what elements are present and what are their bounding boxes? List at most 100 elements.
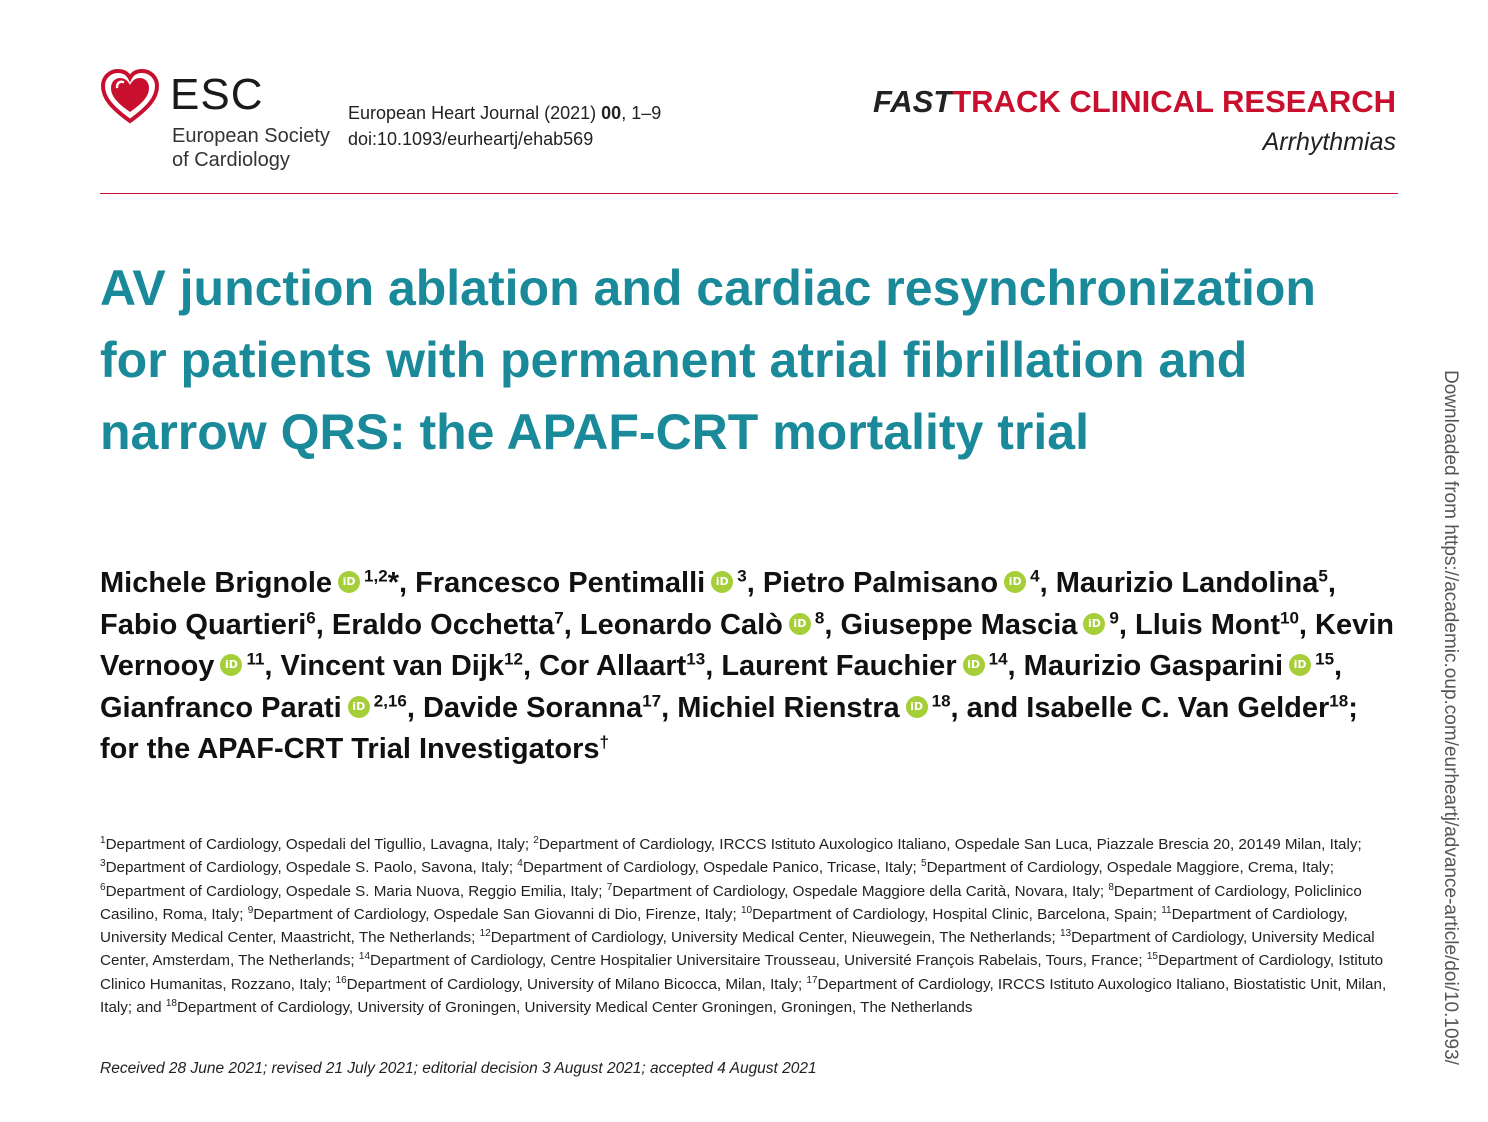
affiliation-number: 5	[921, 858, 927, 870]
affiliation-text: Department of Cardiology, Centre Hospita…	[370, 952, 1147, 970]
journal-line: European Heart Journal (2021) 00, 1–9	[348, 100, 661, 126]
fasttrack-header: FASTTRACK CLINICAL RESEARCH	[873, 84, 1396, 120]
affiliation-number: 6	[100, 881, 106, 893]
author-affiliation-ref: 5	[1318, 566, 1328, 586]
author: Leonardo Calò iD 8	[580, 609, 824, 641]
author-separator: ,	[824, 608, 841, 641]
affiliation-number: 12	[479, 928, 491, 940]
author-name: Isabelle C. Van Gelder	[1026, 691, 1330, 724]
journal-doi[interactable]: doi:10.1093/eurheartj/ehab569	[348, 129, 594, 149]
author: Vincent van Dijk12	[281, 650, 523, 682]
author: Davide Soranna17	[423, 692, 661, 724]
author-affiliation-ref: 9	[1109, 607, 1119, 627]
author-affiliation-ref: 7	[554, 607, 564, 627]
author-name: Eraldo Occhetta	[331, 608, 555, 641]
affiliation-number: 2	[533, 834, 539, 846]
author-separator: *,	[387, 567, 416, 599]
author: Maurizio Gasparini iD 15	[1024, 650, 1334, 682]
affiliation-text: Department of Cardiology, IRCCS Istituto…	[100, 975, 1387, 1017]
author: Cor Allaart13	[539, 650, 705, 682]
affiliation-text: Department of Cardiology, University Med…	[100, 929, 1375, 970]
author: Isabelle C. Van Gelder18	[1026, 692, 1348, 724]
author-affiliation-ref: 4	[1030, 566, 1040, 586]
author: Michiel Rienstra iD 18	[677, 692, 950, 724]
author: Fabio Quartieri6	[100, 609, 316, 641]
author-name: Cor Allaart	[539, 650, 687, 682]
affiliation-number: 1	[100, 834, 106, 846]
affiliation-number: 7	[606, 881, 613, 893]
affiliation-number: 3	[100, 858, 106, 870]
author-affiliation-ref: 8	[814, 607, 825, 627]
author-name: Vincent van Dijk	[280, 650, 505, 682]
affiliation-number: 8	[1108, 881, 1114, 893]
affiliation-text: Department of Cardiology, Istituto Clini…	[100, 952, 1384, 993]
author-separator: ,	[1298, 608, 1316, 641]
orcid-icon[interactable]: iD	[1083, 612, 1106, 635]
affiliation-text: Department of Cardiology, Ospedale Maggi…	[612, 882, 1109, 900]
author-separator: ,	[1039, 567, 1056, 599]
orcid-icon[interactable]: iD	[220, 654, 243, 677]
author-affiliation-ref: 6	[306, 607, 316, 627]
author-name: Lluis Mont	[1135, 608, 1280, 641]
author: Michele Brignole iD 1,2	[100, 567, 388, 599]
logo-line-2: of Cardiology	[172, 149, 290, 171]
author: Gianfranco Parati iD 2,16	[100, 692, 407, 724]
author-name: Leonardo Calò	[579, 608, 783, 641]
affiliation-text: Department of Cardiology, Policlinico Ca…	[100, 882, 1362, 923]
author-separator: ,	[522, 650, 540, 682]
orcid-icon[interactable]: iD	[338, 571, 361, 594]
orcid-icon[interactable]: iD	[347, 695, 370, 718]
affiliation-text: Department of Cardiology, Ospedale Panic…	[522, 859, 921, 877]
author: Pietro Palmisano iD 4	[763, 567, 1040, 599]
author-separator: ,	[1327, 567, 1336, 599]
author-separator: ,	[1007, 650, 1024, 682]
author-separator: ,	[661, 691, 678, 724]
affiliation-text: Department of Cardiology, Hospital Clini…	[752, 905, 1162, 923]
download-note-text[interactable]: Downloaded from https://academic.oup.com…	[1440, 370, 1461, 1065]
article-title: AV junction ablation and cardiac resynch…	[100, 260, 1316, 460]
affiliation-text: Department of Cardiology, Ospedali del T…	[105, 836, 534, 853]
author-name: Michiel Rienstra	[677, 691, 900, 724]
author-separator: ,	[1118, 608, 1135, 641]
author-separator: ,	[1334, 650, 1343, 682]
author-separator: ,	[705, 650, 722, 682]
affiliation-number: 18	[165, 998, 177, 1010]
author-separator: ,	[264, 650, 281, 682]
author-affiliation-ref: 18	[1329, 690, 1349, 710]
author-affiliation-ref: 13	[686, 649, 706, 669]
author-affiliation-ref: 3	[737, 566, 747, 586]
author-affiliation-ref: 2,16	[373, 690, 407, 710]
received-dates: Received 28 June 2021; revised 21 July 2…	[100, 1060, 817, 1077]
orcid-icon[interactable]: iD	[788, 612, 811, 635]
affiliation-number: 4	[517, 858, 523, 870]
orcid-icon[interactable]: iD	[1289, 654, 1312, 677]
affiliation-number: 16	[335, 974, 347, 986]
affiliation-number: 17	[806, 974, 818, 986]
author: Maurizio Landolina5	[1056, 567, 1328, 599]
author-separator: ,	[406, 691, 423, 724]
orcid-icon[interactable]: iD	[711, 571, 734, 594]
author-affiliation-ref: 15	[1315, 649, 1335, 669]
journal-volume: 00	[601, 103, 622, 123]
author-separator: ; for the APAF-CRT Trial Investigators	[100, 691, 1358, 766]
orcid-icon[interactable]: iD	[1004, 571, 1027, 594]
author-name: Francesco Pentimalli	[415, 567, 706, 599]
affiliation-number: 14	[358, 951, 371, 963]
affiliation-number: 9	[247, 904, 254, 916]
fasttrack-rest: TRACK CLINICAL RESEARCH	[952, 84, 1396, 119]
journal-pages: , 1–9	[621, 103, 662, 123]
author: Francesco Pentimalli iD 3	[415, 567, 747, 599]
orcid-icon[interactable]: iD	[962, 654, 985, 677]
author: Eraldo Occhetta7	[332, 609, 564, 641]
affiliation-number: 10	[740, 904, 753, 916]
header-divider	[100, 193, 1398, 194]
journal-citation: European Heart Journal (2021) 00, 1–9 do…	[348, 100, 661, 152]
author-name: Giuseppe Mascia	[840, 608, 1078, 641]
download-note: Downloaded from https://academic.oup.com…	[1437, 370, 1463, 1122]
author-affiliation-ref: 1,2	[364, 566, 388, 586]
author: Kevin Vernooy iD 11	[100, 609, 1394, 683]
author-name: Michele Brignole	[100, 567, 333, 599]
orcid-icon[interactable]: iD	[905, 695, 928, 718]
affiliation-number: 15	[1146, 951, 1158, 963]
author-name: Maurizio Gasparini	[1023, 650, 1284, 682]
